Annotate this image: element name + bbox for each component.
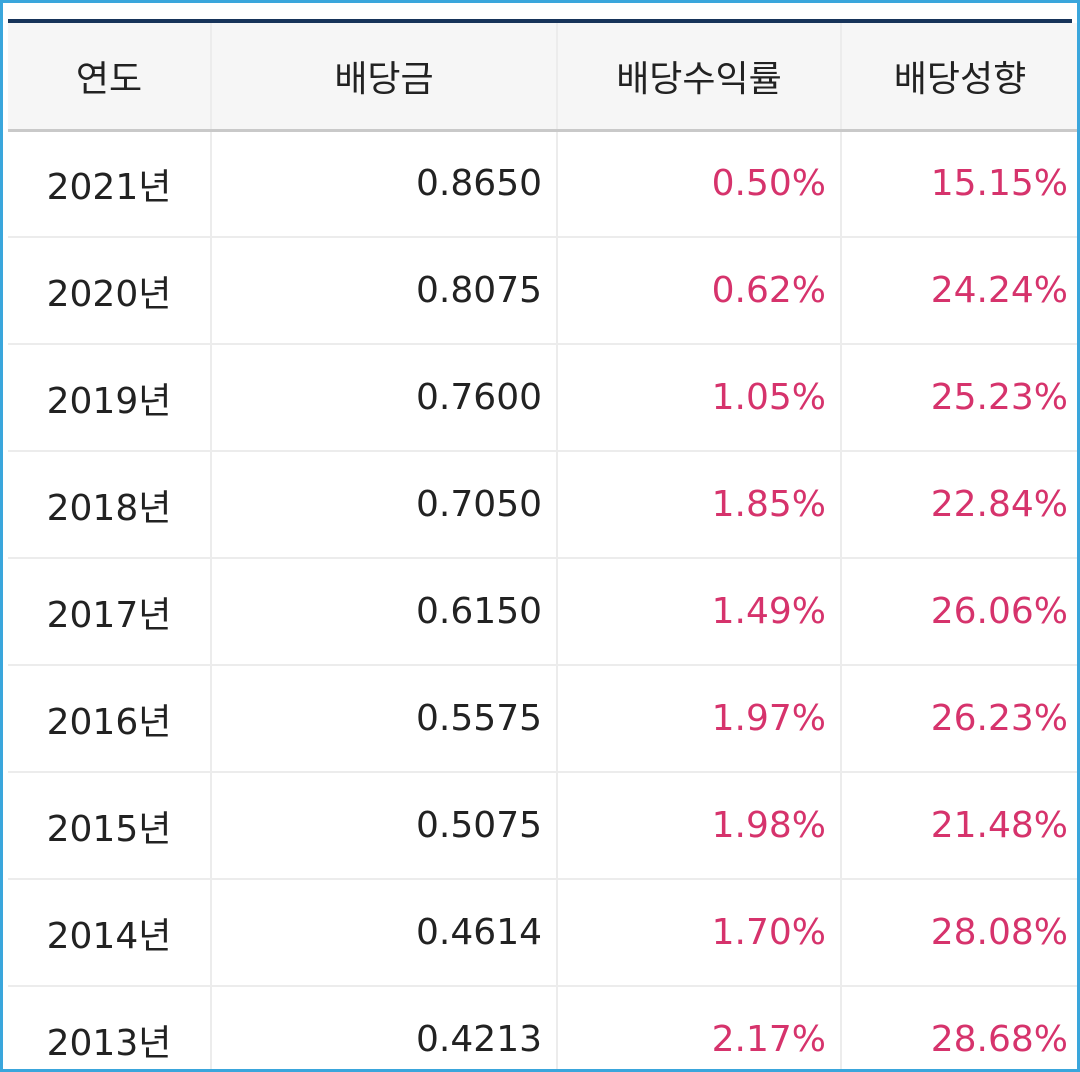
cell-dividend: 0.8075 [211, 237, 558, 345]
cell-dividend-yield: 1.98% [557, 772, 842, 880]
header-dividend-yield: 배당수익률 [557, 23, 842, 132]
cell-payout-ratio: 15.15% [841, 130, 1077, 238]
table-header-row: 연도 배당금 배당수익률 배당성향 [8, 23, 1077, 132]
cell-year: 2019년 [8, 344, 212, 452]
cell-dividend-yield: 1.05% [557, 344, 842, 452]
table-row: 2013년 0.4213 2.17% 28.68% [8, 986, 1077, 1069]
cell-dividend-yield: 1.49% [557, 558, 842, 666]
table-row: 2020년 0.8075 0.62% 24.24% [8, 237, 1077, 345]
cell-payout-ratio: 26.06% [841, 558, 1077, 666]
cell-year: 2018년 [8, 451, 212, 559]
dividend-history-table: 연도 배당금 배당수익률 배당성향 2021년 0.8650 0.50% 15.… [8, 23, 1077, 1069]
cell-dividend: 0.4213 [211, 986, 558, 1069]
cell-year: 2021년 [8, 130, 212, 238]
cell-year: 2016년 [8, 665, 212, 773]
cell-dividend: 0.5075 [211, 772, 558, 880]
cell-payout-ratio: 28.08% [841, 879, 1077, 987]
cell-dividend-yield: 1.85% [557, 451, 842, 559]
cell-payout-ratio: 28.68% [841, 986, 1077, 1069]
cell-dividend-yield: 0.62% [557, 237, 842, 345]
cell-dividend: 0.5575 [211, 665, 558, 773]
cell-dividend: 0.4614 [211, 879, 558, 987]
cell-dividend: 0.6150 [211, 558, 558, 666]
cell-dividend-yield: 1.97% [557, 665, 842, 773]
header-dividend: 배당금 [211, 23, 558, 132]
table-row: 2015년 0.5075 1.98% 21.48% [8, 772, 1077, 880]
cell-dividend-yield: 1.70% [557, 879, 842, 987]
cell-dividend-yield: 0.50% [557, 130, 842, 238]
cell-payout-ratio: 26.23% [841, 665, 1077, 773]
cell-dividend: 0.7600 [211, 344, 558, 452]
cell-year: 2013년 [8, 986, 212, 1069]
cell-payout-ratio: 24.24% [841, 237, 1077, 345]
table-top-rule [8, 19, 1072, 23]
cell-payout-ratio: 25.23% [841, 344, 1077, 452]
cell-dividend: 0.7050 [211, 451, 558, 559]
table-row: 2021년 0.8650 0.50% 15.15% [8, 130, 1077, 238]
header-year: 연도 [8, 23, 212, 132]
header-payout-ratio: 배당성향 [841, 23, 1077, 132]
cell-payout-ratio: 21.48% [841, 772, 1077, 880]
cell-year: 2020년 [8, 237, 212, 345]
table-row: 2018년 0.7050 1.85% 22.84% [8, 451, 1077, 559]
cell-year: 2017년 [8, 558, 212, 666]
cell-year: 2014년 [8, 879, 212, 987]
table-row: 2019년 0.7600 1.05% 25.23% [8, 344, 1077, 452]
cell-payout-ratio: 22.84% [841, 451, 1077, 559]
cell-year: 2015년 [8, 772, 212, 880]
cell-dividend-yield: 2.17% [557, 986, 842, 1069]
table-row: 2016년 0.5575 1.97% 26.23% [8, 665, 1077, 773]
cell-dividend: 0.8650 [211, 130, 558, 238]
table-row: 2017년 0.6150 1.49% 26.06% [8, 558, 1077, 666]
table-row: 2014년 0.4614 1.70% 28.08% [8, 879, 1077, 987]
